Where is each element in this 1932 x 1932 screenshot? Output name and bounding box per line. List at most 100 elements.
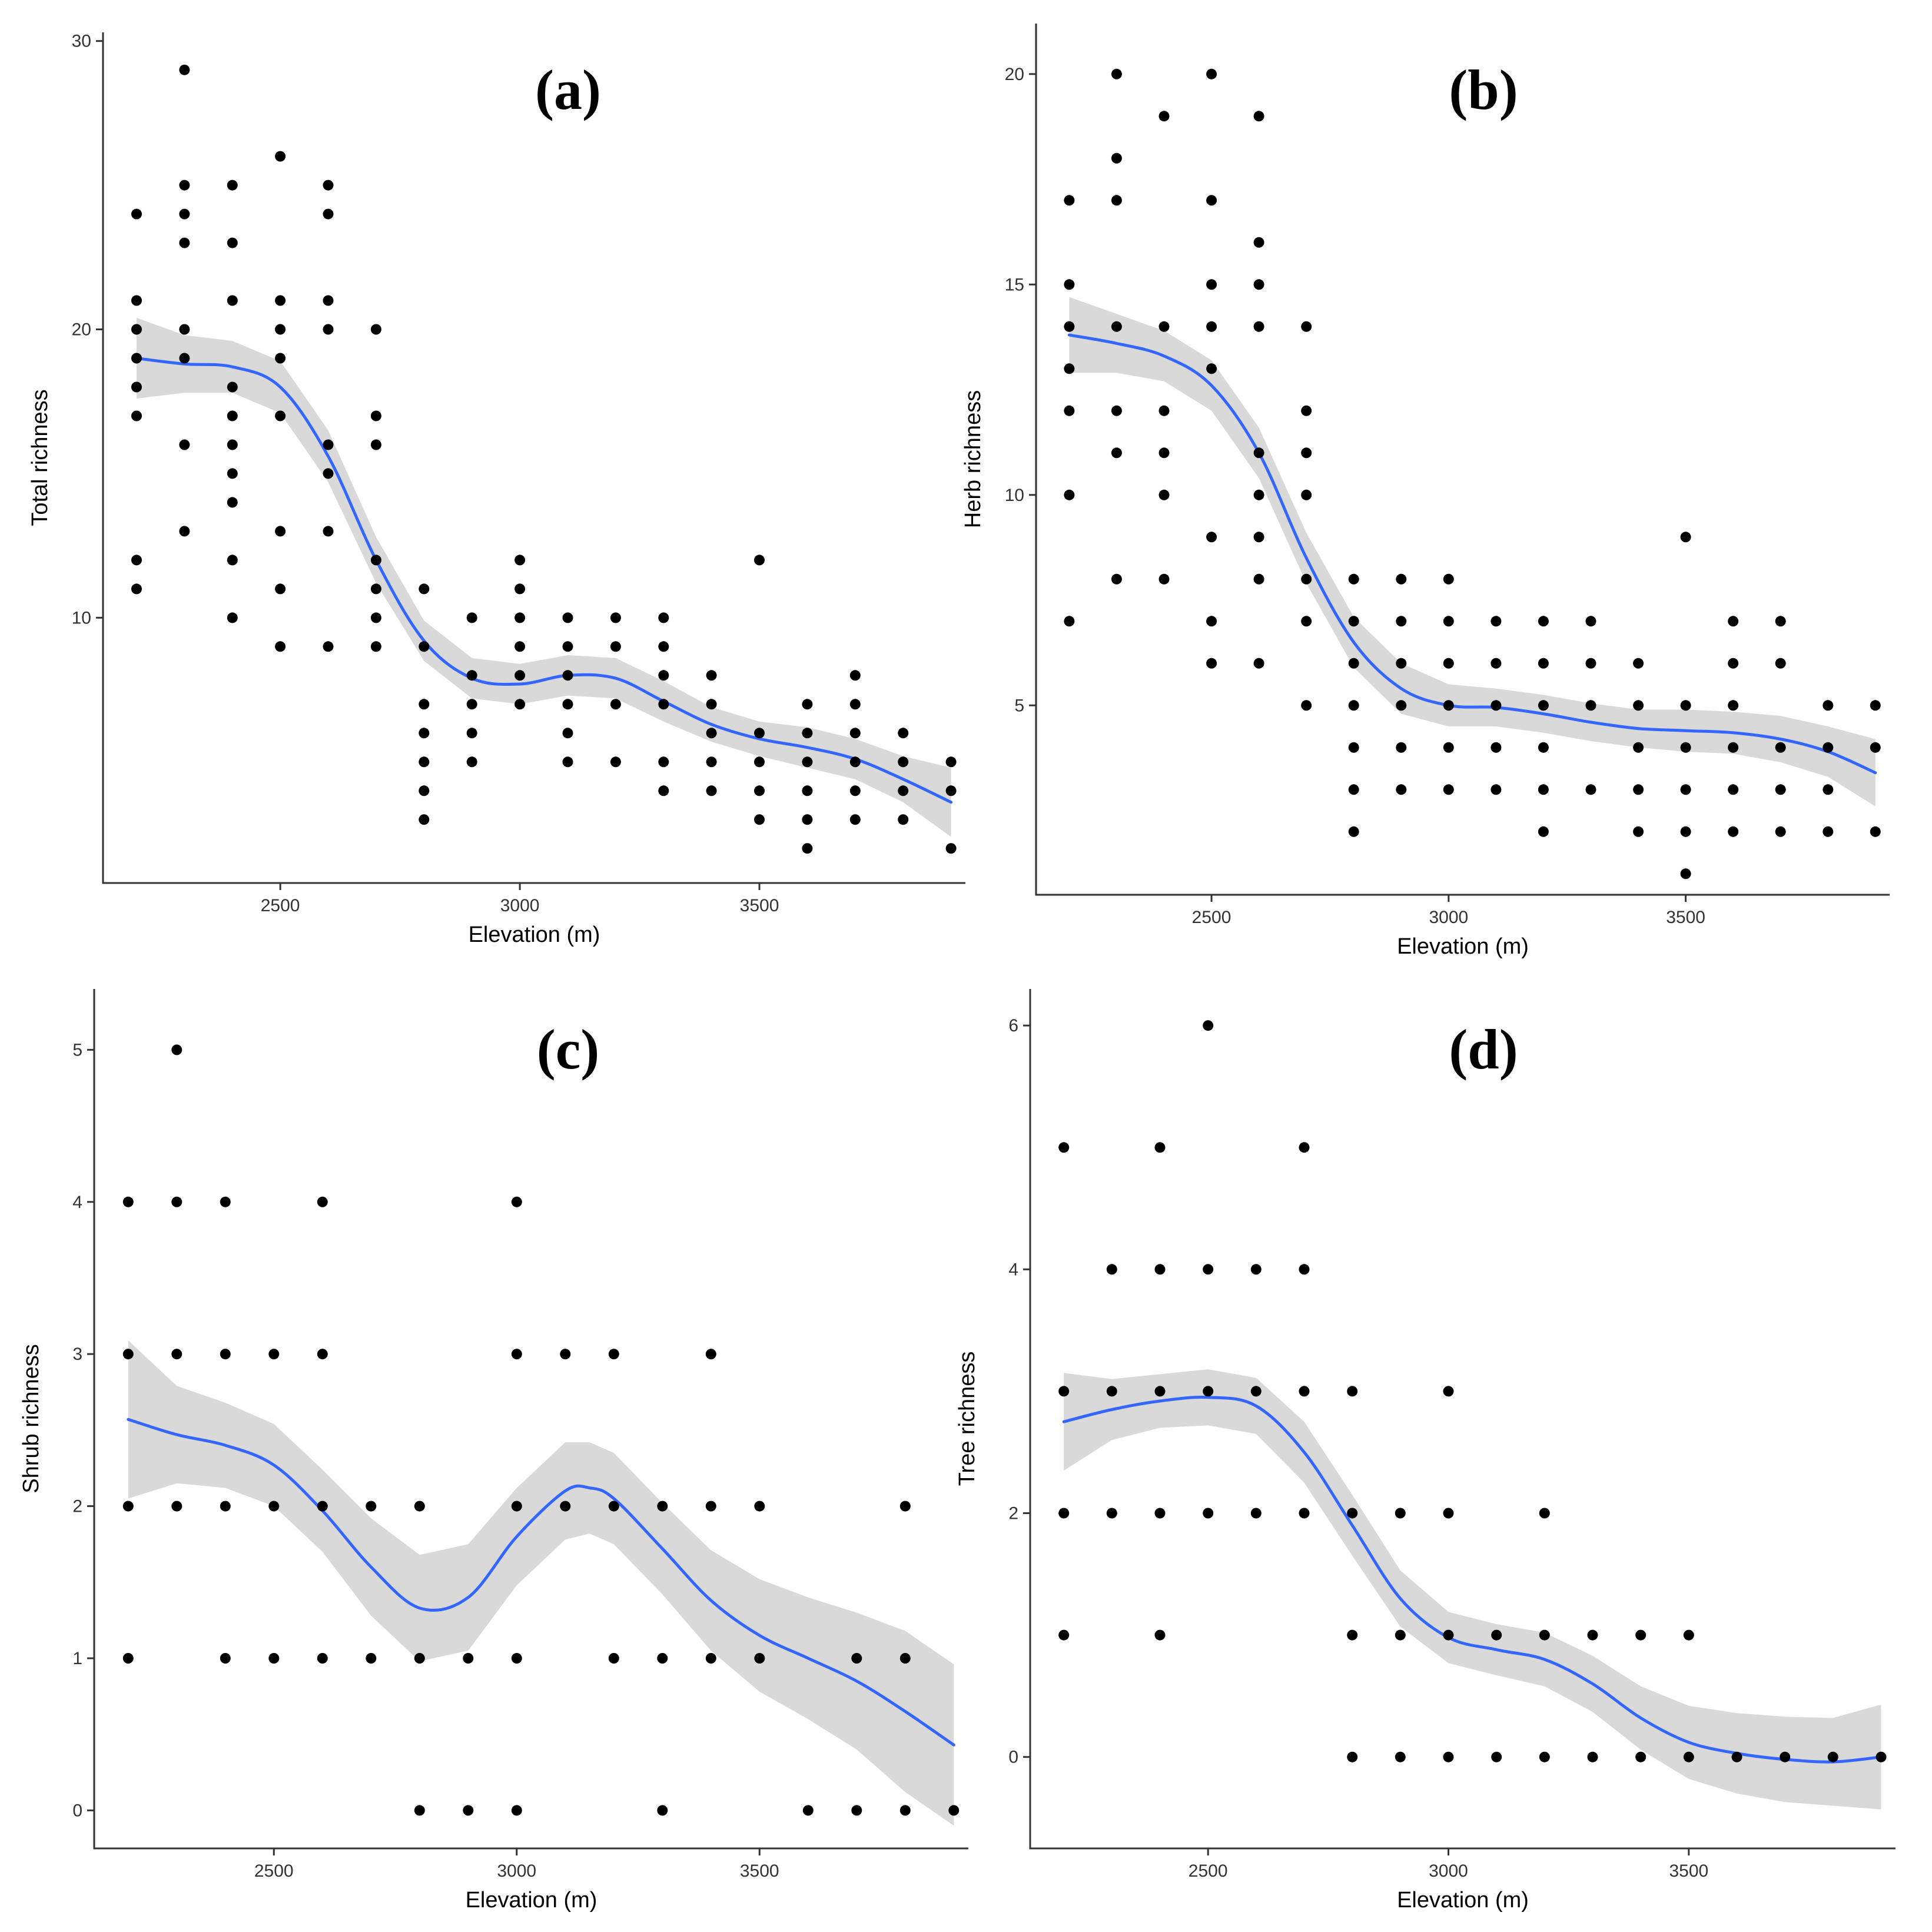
panel-b-confidence-band [1069,297,1875,806]
panel-d-data-point [1299,1264,1310,1275]
panel-a-data-point [419,728,430,739]
panel-b-data-point [1870,826,1881,837]
panel-d-data-point [1203,1020,1214,1031]
panel-b-data-point [1158,405,1170,416]
panel-a-data-point [514,612,526,623]
panel-d-data-point [1683,1629,1694,1641]
panel-b-data-point [1396,658,1407,669]
panel-d-data-point [1250,1386,1262,1397]
panel-a-data-point [754,785,765,796]
panel-a-data-point [658,699,669,710]
panel-b-data-point [1206,658,1217,669]
panel-a-data-point [179,208,190,220]
panel-d-data-point [1058,1386,1070,1397]
panel-a-data-point [275,583,286,595]
panel-b-y-tick-label: 15 [1005,275,1024,294]
panel-c-data-point [608,1349,619,1360]
panel-a-data-point [323,295,334,306]
panel-d-data-point [1106,1508,1117,1519]
panel-a-data-point [179,439,190,450]
panel-c-data-point [122,1349,134,1360]
panel-a-data-point [562,699,573,710]
panel-a-data-point [945,843,957,854]
panel-b-x-tick-label: 3500 [1666,908,1705,927]
panel-a-data-point [275,151,286,162]
panel-b-data-point [1728,826,1739,837]
panel-d-data-point [1443,1508,1454,1519]
panel-b-data-point [1538,784,1549,795]
panel-c-data-point [851,1653,862,1664]
panel-a-data-point [466,670,477,681]
panel-b-x-axis-title: Elevation (m) [1397,934,1529,959]
panel-b-data-point [1253,532,1264,543]
panel-a-data-point [227,180,238,191]
panel-b-data-point [1064,195,1075,206]
panel-d-data-point [1347,1629,1358,1641]
panel-b-data-point [1491,784,1502,795]
panel-b-data-point [1728,616,1739,627]
panel-b-data-point [1158,489,1170,500]
panel-a-x-tick-label: 2500 [261,896,300,915]
panel-b-data-point [1823,742,1834,753]
panel-a-axes [102,32,965,884]
panel-a-data-point [419,814,430,825]
panel-c-data-point [657,1653,668,1664]
panel-d-x-tick-label: 3500 [1669,1861,1708,1881]
panel-d-data-point [1347,1386,1358,1397]
panel-b-data-point [1443,742,1454,753]
panel-d-y-tick-label: 0 [1008,1748,1018,1767]
panel-a-data-point [370,439,381,450]
panel-a-fit-line [135,357,953,804]
panel-a-data-point [562,728,573,739]
panel-b-data-point [1491,658,1502,669]
panel-a-data-point [179,180,190,191]
panel-b-x-tick-label: 3000 [1429,908,1468,927]
panel-a-data-point [849,728,861,739]
panel-b-data-point [1728,784,1739,795]
panel-d-confidence-band [1064,1369,1881,1810]
panel-a-data-point [898,728,909,739]
panel-b-data-point [1111,68,1122,79]
panel-a-data-point [227,439,238,450]
panel-d-x-axis-title: Elevation (m) [1397,1888,1529,1913]
panel-a-data-point [706,699,717,710]
panel-c-data-point [802,1805,814,1816]
panel-b-data-point [1728,700,1739,711]
panel-a-data-point [849,670,861,681]
panel-b-x-tick-label: 2500 [1192,908,1231,927]
panel-a-data-point [706,756,717,768]
panel-b-data-point [1253,279,1264,290]
panel-d-data-point [1106,1264,1117,1275]
panel-b-data-point [1064,363,1075,374]
panel-a-data-point [275,410,286,421]
panel-d-data-point [1395,1629,1406,1641]
panel-b-data-point [1585,616,1596,627]
panel-c-data-point [122,1196,134,1207]
panel-c-data-point [317,1501,328,1512]
panel-a: 2500 3000 3500 10 20 30 Elevation (m) Total r… [28,32,965,947]
panel-a-data-point [419,583,430,595]
panel-b-data-point [1396,784,1407,795]
panel-c-data-point [899,1805,911,1816]
panel-d-data-point [1635,1629,1646,1641]
panel-a-data-point [610,641,621,652]
panel-a-data-point [658,641,669,652]
panel-c-data-point [171,1196,182,1207]
panel-c-data-point [366,1501,377,1512]
panel-a-data-point [802,728,813,739]
panel-b-data-point [1158,321,1170,332]
panel-d-data-point [1587,1751,1598,1762]
panel-b-data-point [1253,111,1264,122]
panel-a-data-point [323,208,334,220]
panel-d-data-point [1154,1264,1166,1275]
panel-c-data-point [220,1349,231,1360]
panel-b-data-point [1348,616,1359,627]
panel-b-data-point [1491,700,1502,711]
panel-a-data-point [898,785,909,796]
panel-a-data-point [658,612,669,623]
panel-c-y-tick-label: 3 [72,1345,82,1364]
panel-b-data-point [1585,784,1596,795]
panel-c: 2500 3000 3500 0 1 2 3 4 5 Elevation (m) Shrub r… [19,989,968,1913]
panel-b-data-point [1443,573,1454,585]
panel-c-data-point [414,1501,425,1512]
